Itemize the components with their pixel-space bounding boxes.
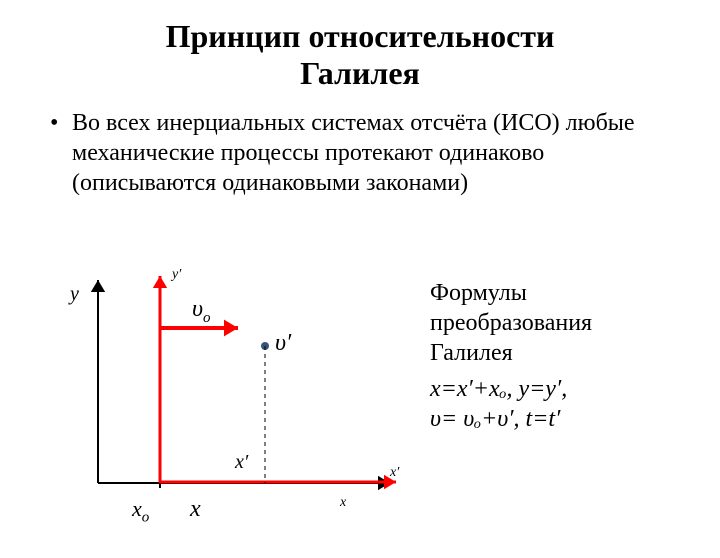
svg-text:x: x bbox=[339, 495, 347, 510]
bullet-text: Во всех инерциальных системах отсчёта (И… bbox=[72, 108, 670, 198]
formulas-heading: Формулы преобразования Галилея bbox=[430, 278, 680, 368]
formulas-line1: x=x′+xₒ, y=y′, bbox=[430, 374, 680, 404]
svg-text:x: x bbox=[189, 496, 201, 522]
svg-text:y: y bbox=[68, 283, 79, 305]
svg-text:xо: xо bbox=[131, 496, 150, 526]
svg-text:x′: x′ bbox=[234, 451, 249, 473]
diagram: y y′ υо υ′ x′ x x′ xо x bbox=[60, 268, 410, 528]
diagram-svg: y y′ υо υ′ x′ x x′ xо x bbox=[60, 268, 410, 528]
bullet-dot: • bbox=[50, 108, 72, 198]
bullet-block: • Во всех инерциальных системах отсчёта … bbox=[50, 108, 670, 198]
svg-text:x′: x′ bbox=[389, 465, 400, 480]
svg-text:y′: y′ bbox=[170, 268, 182, 282]
formulas-line2: υ= υₒ+υ′, t=t′ bbox=[430, 404, 680, 434]
formulas-block: Формулы преобразования Галилея x=x′+xₒ, … bbox=[430, 278, 680, 434]
title-line1: Принцип относительности bbox=[0, 18, 720, 55]
svg-text:υо: υо bbox=[192, 296, 211, 326]
title-line2: Галилея bbox=[0, 55, 720, 92]
svg-text:υ′: υ′ bbox=[275, 330, 292, 356]
